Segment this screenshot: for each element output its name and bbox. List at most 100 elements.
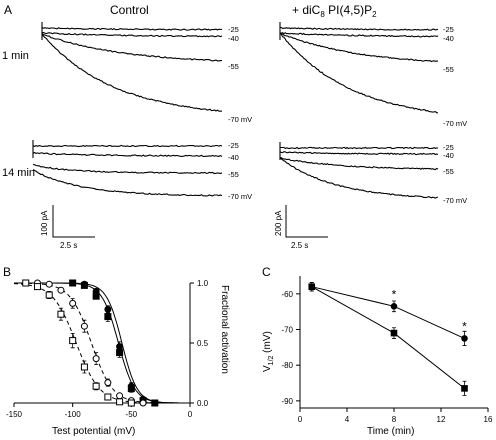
- treated-14min-trace-3: [280, 158, 438, 199]
- panel-c-points: [308, 282, 467, 395]
- control-1min-trace-3: [42, 34, 222, 111]
- panel-c-ticks: 0 4 8 12 16 -90 -80 -70 -60: [281, 290, 493, 424]
- panel-b-point: [34, 284, 40, 290]
- panel-b-point: [81, 282, 87, 288]
- control-14min-trace-0: [33, 145, 222, 146]
- panel-c-ylabel: V1/2 (mV): [262, 331, 275, 372]
- panel-b-point: [46, 292, 52, 298]
- panel-b-ytick-label: 0.0: [197, 399, 209, 408]
- control-title: Control: [110, 3, 149, 17]
- panel-b-point: [23, 280, 29, 286]
- scale-left-current: 100 pA: [40, 210, 49, 236]
- scale-bar-left: 100 pA 2.5 s: [40, 205, 95, 250]
- control-1min-trace-0: [42, 27, 222, 30]
- treated-14min-trace-0: [280, 147, 438, 148]
- panel-c-xlabel: Time (min): [367, 426, 414, 437]
- scale-bar-right: 200 pA 2.5 s: [274, 205, 328, 250]
- treatment-title-main: + diC: [292, 3, 321, 17]
- vlabel-c14-55: -55: [228, 170, 239, 179]
- panel-c-xtick-label: 4: [345, 415, 350, 424]
- panel-b-point: [93, 356, 99, 362]
- traces-treated-1min: [280, 22, 438, 113]
- panel-c-line-0: [312, 287, 465, 339]
- panel-b-point: [93, 383, 99, 389]
- panel-c-xtick-label: 0: [298, 415, 303, 424]
- panel-c-point: [461, 385, 468, 392]
- panel-c-ytick-label: -60: [281, 290, 293, 299]
- vlabel-t14-40: -40: [443, 151, 454, 160]
- treated-14min-trace-1: [280, 152, 438, 155]
- panel-b: B -150 -100 -50 00.00.51.0 Test potential (…: [3, 265, 230, 437]
- scale-bar-right-lines: [286, 205, 328, 237]
- panel-b-points: [23, 280, 158, 406]
- scale-right-current: 200 pA: [274, 210, 283, 236]
- treated-1min-trace-1: [280, 33, 438, 37]
- scale-left-time: 2.5 s: [60, 241, 77, 250]
- panel-b-point: [93, 293, 99, 299]
- panel-b-xtick-label: -50: [126, 410, 138, 419]
- panel-c-ytick-label: -70: [281, 326, 293, 335]
- panel-c-point: [308, 283, 315, 290]
- traces-treated-14min: [280, 142, 438, 198]
- panel-b-xtick-label: -100: [65, 410, 82, 419]
- panel-c-point: [461, 335, 468, 342]
- treated-1min-trace-3: [280, 33, 438, 113]
- panel-b-ytick-label: 0.5: [197, 339, 209, 348]
- panel-b-point: [128, 400, 134, 406]
- row2-time-label: 14 min: [2, 167, 35, 179]
- treated-1min-trace-0: [280, 27, 438, 30]
- panel-c-letter: C: [262, 265, 271, 279]
- panel-c-point: [391, 303, 398, 310]
- panel-c-xtick-label: 16: [484, 415, 493, 424]
- scale-bar-left-lines: [53, 205, 95, 237]
- vlabel-t1-70: -70 mV: [443, 119, 467, 128]
- panel-c-significance: *: [462, 319, 467, 333]
- panel-b-point: [105, 314, 111, 320]
- panel-c-ylabel-unit: (mV): [262, 331, 273, 355]
- panel-c: C 0 4 8 12 16-90-80-70-60 ** Time (min) V1/2…: [262, 265, 493, 437]
- row1-time-label: 1 min: [2, 50, 29, 62]
- panel-b-point: [128, 386, 134, 392]
- panel-b-ylabel: Fractional activation: [219, 285, 230, 374]
- panel-c-lines: [312, 287, 465, 389]
- vlabel-t14-55: -55: [443, 167, 454, 176]
- vlabel-c1-55: -55: [228, 62, 239, 71]
- control-1min-trace-1: [42, 33, 222, 37]
- treatment-title-sub2: 2: [372, 10, 377, 19]
- panel-b-xtick-label: 0: [188, 410, 193, 419]
- panel-b-point: [70, 338, 76, 344]
- panel-c-xtick-label: 8: [392, 415, 397, 424]
- vlabel-c1-40: -40: [228, 34, 239, 43]
- panel-c-xtick-label: 12: [437, 415, 446, 424]
- traces-control-1min: [42, 22, 222, 111]
- panel-b-point: [117, 393, 123, 399]
- panel-b-point: [81, 364, 87, 370]
- panel-b-ytick-label: 1.0: [197, 279, 209, 288]
- panel-c-ylabel-sub: 1/2: [268, 355, 275, 365]
- panel-a-letter: A: [4, 3, 12, 17]
- treatment-title-rest: PI(4,5)P: [325, 3, 372, 17]
- vlabel-c1-25: -25: [228, 25, 239, 34]
- panel-b-axes: [14, 283, 190, 403]
- vlabel-c14-25: -25: [228, 141, 239, 150]
- vlabel-c1-70: -70 mV: [228, 115, 252, 124]
- treated-1min-trace-2: [280, 33, 438, 61]
- vlabel-t1-40: -40: [443, 34, 454, 43]
- panel-b-xlabel: Test potential (mV): [52, 426, 135, 437]
- panel-c-point: [391, 330, 398, 337]
- panel-c-ytick-label: -80: [281, 361, 293, 370]
- control-1min-trace-2: [42, 34, 222, 61]
- control-14min-trace-1: [33, 153, 222, 157]
- treatment-title: + diC8 PI(4,5)P2: [292, 3, 377, 19]
- panel-c-significance: *: [392, 287, 397, 301]
- treated-14min-trace-2: [280, 158, 438, 170]
- panel-b-point: [58, 311, 64, 317]
- vlabel-c14-40: -40: [228, 153, 239, 162]
- panel-b-point: [117, 350, 123, 356]
- panel-b-point: [105, 394, 111, 400]
- panel-a: A Control + diC8 PI(4,5)P2 1 min 14 min …: [2, 3, 467, 250]
- vlabel-t1-25: -25: [443, 25, 454, 34]
- scale-right-time: 2.5 s: [291, 241, 308, 250]
- vlabel-t14-70: -70 mV: [443, 196, 467, 205]
